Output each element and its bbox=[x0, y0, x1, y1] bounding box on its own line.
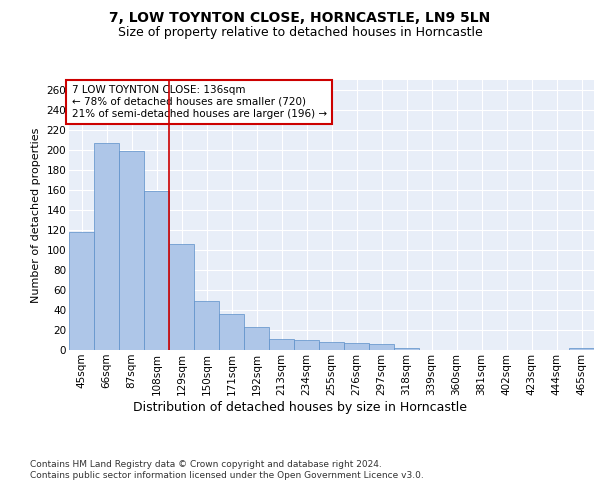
Bar bbox=[69, 232, 94, 350]
Bar bbox=[169, 244, 194, 350]
Bar bbox=[569, 348, 594, 350]
Y-axis label: Number of detached properties: Number of detached properties bbox=[31, 128, 41, 302]
Bar bbox=[269, 339, 294, 350]
Bar bbox=[319, 342, 344, 350]
Text: 7, LOW TOYNTON CLOSE, HORNCASTLE, LN9 5LN: 7, LOW TOYNTON CLOSE, HORNCASTLE, LN9 5L… bbox=[109, 10, 491, 24]
Bar bbox=[144, 191, 169, 350]
Bar bbox=[344, 343, 369, 350]
Text: Distribution of detached houses by size in Horncastle: Distribution of detached houses by size … bbox=[133, 401, 467, 414]
Text: Size of property relative to detached houses in Horncastle: Size of property relative to detached ho… bbox=[118, 26, 482, 39]
Bar bbox=[244, 327, 269, 350]
Bar bbox=[194, 301, 219, 350]
Bar bbox=[394, 348, 419, 350]
Bar bbox=[94, 143, 119, 350]
Bar bbox=[119, 151, 144, 350]
Bar bbox=[294, 340, 319, 350]
Bar bbox=[369, 344, 394, 350]
Text: 7 LOW TOYNTON CLOSE: 136sqm
← 78% of detached houses are smaller (720)
21% of se: 7 LOW TOYNTON CLOSE: 136sqm ← 78% of det… bbox=[71, 86, 327, 118]
Bar bbox=[219, 314, 244, 350]
Text: Contains HM Land Registry data © Crown copyright and database right 2024.
Contai: Contains HM Land Registry data © Crown c… bbox=[30, 460, 424, 479]
